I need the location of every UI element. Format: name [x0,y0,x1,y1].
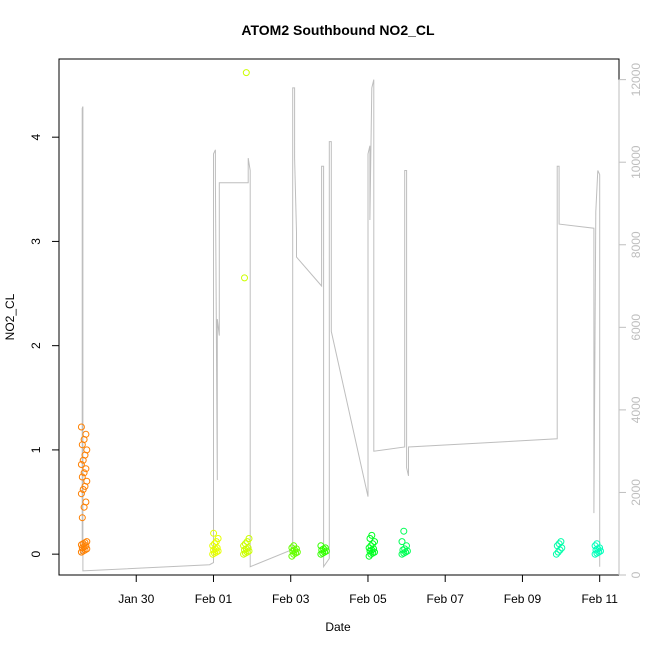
data-point [552,550,560,558]
data-point [555,540,563,548]
data-point [591,550,599,558]
data-point [367,550,375,558]
data-point [78,514,86,522]
data-point [367,542,375,550]
data-point [557,538,565,546]
chart-title: ATOM2 Southbound NO2_CL [241,22,435,38]
y2-tick-label: 8000 [629,231,643,258]
data-point [77,423,85,431]
data-point [210,529,218,537]
y2-tick-label: 2000 [629,479,643,506]
y-tick-label: 0 [29,550,43,557]
data-point [365,544,373,552]
y-tick-label: 2 [29,342,43,349]
line-series-path [78,79,601,572]
data-point [241,540,249,548]
y2-tick-label: 12000 [629,63,643,97]
data-point [399,546,407,554]
data-point [400,527,408,535]
x-tick-label: Feb 11 [581,592,618,606]
data-point [240,542,248,550]
data-point [593,540,601,548]
y2-tick-label: 4000 [629,396,643,423]
data-point [211,540,218,548]
x-tick-label: Feb 05 [349,592,387,606]
data-point [317,550,325,558]
data-point [288,544,296,552]
data-point [209,550,217,558]
x-axis-label: Date [325,620,351,634]
data-point [83,446,91,454]
y2-tick-label: 6000 [629,314,643,341]
data-point [83,477,91,485]
x-tick-label: Jan 30 [118,592,154,606]
line-layer [78,79,601,572]
data-point [368,531,376,539]
data-point [78,473,86,481]
data-point [290,542,298,550]
data-point [403,542,410,550]
y2-tick-label: 0 [629,571,643,578]
chart-root: ATOM2 Southbound NO2_CL Jan 30 Feb 01 Feb … [3,22,643,634]
data-point [77,490,85,498]
data-point [553,542,561,550]
point-layer [77,69,604,560]
data-point [290,550,298,558]
data-point [82,430,90,438]
x-tick-label: Feb 07 [427,592,465,606]
y-tick-label: 3 [29,238,43,245]
plot-area-box [58,58,620,576]
data-point [321,544,329,552]
data-point [214,535,222,542]
data-point [591,542,599,550]
x-axis: Jan 30 Feb 01 Feb 03 Feb 05 Feb 07 Feb 09 Feb … [118,574,618,606]
y-axis-label: NO2_CL [3,293,17,340]
data-point [80,469,88,477]
data-point [242,69,250,77]
data-point [241,274,248,282]
data-point [245,535,253,542]
data-point [398,538,406,546]
data-point [83,538,91,546]
data-point [81,539,89,547]
y-tick-label: 1 [29,446,43,453]
x-tick-label: Feb 01 [195,592,233,606]
y-tick-label: 4 [29,134,43,141]
y2-tick-label: 10000 [629,145,643,179]
data-point [209,542,217,550]
data-point [317,542,325,550]
data-point [318,546,326,554]
data-point [240,550,248,558]
data-point [77,541,85,549]
data-point [82,465,90,473]
data-point [77,461,85,468]
y2-axis: 0 2000 4000 6000 8000 10000 12000 [618,63,643,578]
data-point [82,498,90,506]
x-tick-label: Feb 03 [272,592,310,606]
x-tick-label: Feb 09 [504,592,542,606]
data-point [398,550,406,558]
y-axis: 0 1 2 3 4 [29,134,60,557]
